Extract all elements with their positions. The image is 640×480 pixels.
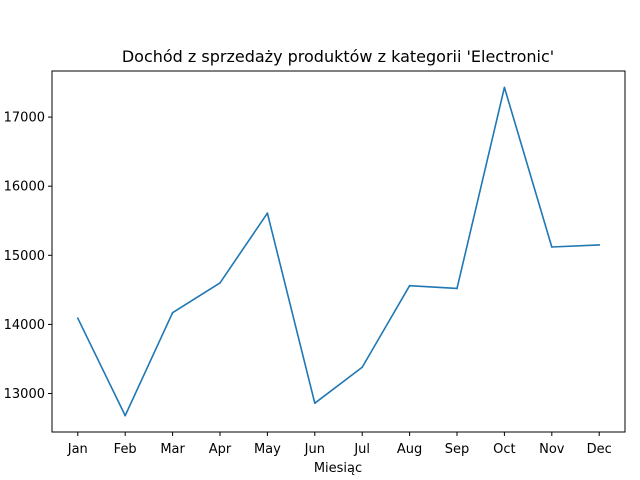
data-point	[456, 287, 458, 290]
data-point	[266, 212, 269, 214]
x-tick-label: Jul	[353, 442, 370, 457]
x-tick-label: Apr	[209, 442, 232, 457]
x-axis-label: Miesiąc	[314, 461, 362, 476]
x-tick-label: Jun	[304, 442, 325, 457]
data-point	[171, 311, 174, 314]
x-tick-label: Feb	[114, 442, 137, 457]
data-point	[76, 317, 79, 319]
data-point	[124, 414, 126, 417]
x-tick-label: Oct	[493, 442, 515, 457]
series-group	[76, 86, 601, 417]
x-tick-label: May	[254, 442, 281, 457]
x-tick-label: Nov	[539, 442, 565, 457]
y-tick-label: 16000	[4, 180, 45, 195]
y-tick-label: 15000	[4, 249, 45, 264]
y-tick-label: 14000	[4, 318, 45, 333]
data-point	[598, 244, 601, 246]
y-tick-label: 13000	[4, 387, 45, 402]
x-tick-label: Dec	[587, 442, 612, 457]
x-tick-label: Mar	[160, 442, 185, 457]
plot-frame	[51, 70, 626, 433]
y-tick-label: 17000	[4, 111, 45, 126]
chart-title: Dochód z sprzedaży produktów z kategorii…	[122, 47, 554, 66]
data-point	[361, 366, 364, 369]
y-axis-ticks: 13000 14000 15000 16000 17000	[4, 111, 52, 402]
data-point	[503, 86, 506, 89]
x-tick-label: Jan	[67, 442, 88, 457]
series-line	[76, 86, 601, 417]
data-point	[313, 402, 316, 404]
data-point	[219, 282, 221, 284]
x-tick-label: Sep	[445, 442, 470, 457]
x-axis-ticks: Jan Feb Mar Apr May Jun Jul Aug Sep Oct Nov Dec	[67, 432, 612, 457]
x-tick-label: Aug	[397, 442, 422, 457]
data-point	[408, 284, 411, 287]
data-point	[551, 246, 553, 248]
